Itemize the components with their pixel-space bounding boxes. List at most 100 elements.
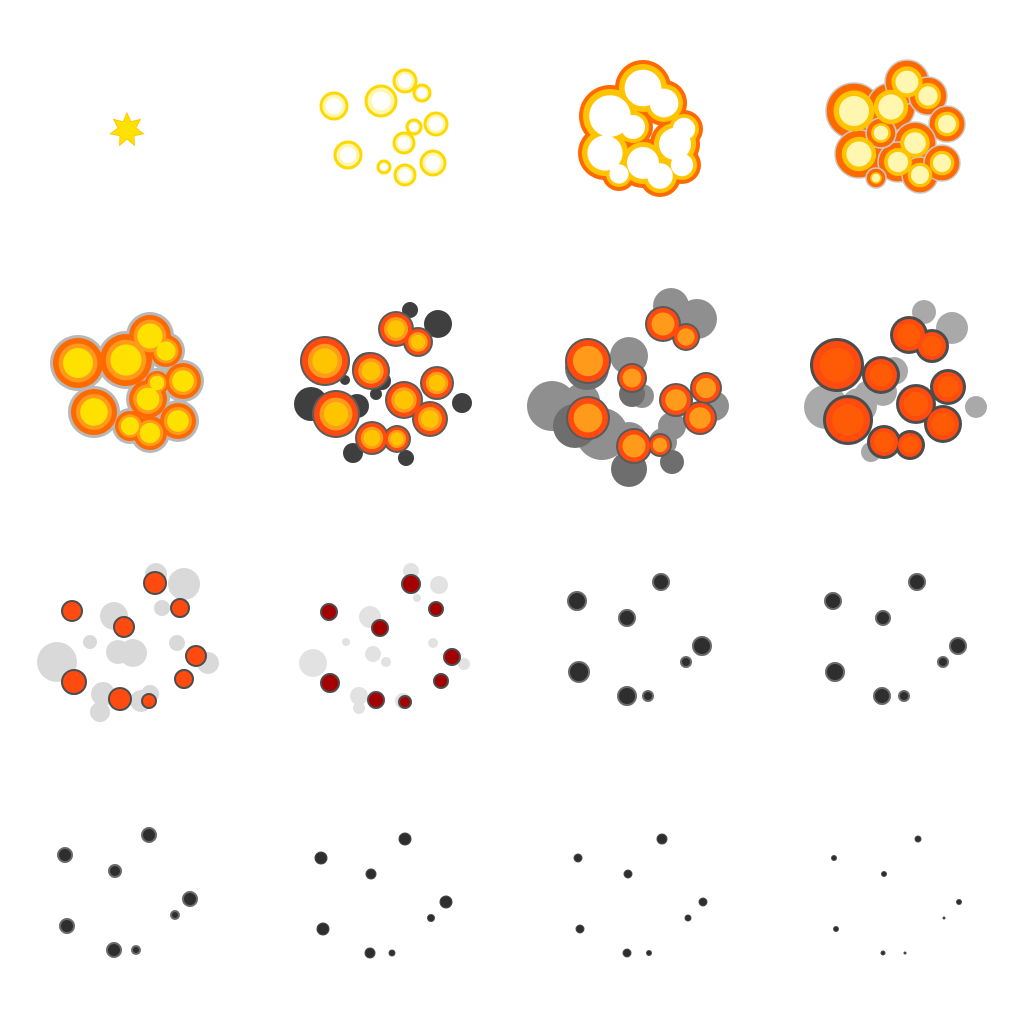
ash-particle: [623, 869, 633, 879]
ash-particle: [618, 609, 636, 627]
frame-canvas: [299, 563, 470, 714]
fireball-core: [572, 345, 604, 377]
smoke-puff: [343, 443, 363, 463]
ember: [61, 669, 87, 695]
fireball-core: [312, 348, 338, 374]
ash-particle: [388, 949, 396, 957]
ash-particle: [684, 914, 692, 922]
explosion-frame-4: [768, 0, 1024, 256]
fireball-core: [390, 432, 404, 446]
ash-particle: [365, 868, 377, 880]
ash-particle: [617, 686, 637, 706]
ember: [108, 687, 132, 711]
fireball-core: [933, 154, 951, 172]
ring-core: [398, 74, 412, 88]
smoke-puff: [413, 594, 421, 602]
ash-particle: [873, 687, 891, 705]
fireball-core: [659, 128, 691, 160]
frame-canvas: [567, 573, 712, 706]
fireball-core: [121, 417, 139, 435]
ring-core: [398, 168, 412, 182]
smoke-puff: [458, 658, 470, 670]
ash-particle: [567, 591, 587, 611]
smoke-puff: [965, 396, 987, 418]
frame-canvas: [314, 832, 453, 959]
fireball-core: [832, 404, 864, 436]
ash-particle: [364, 947, 376, 959]
spark-star: [109, 111, 145, 147]
ash-particle: [314, 851, 328, 865]
frame-canvas: [804, 300, 987, 462]
ash-particle: [949, 637, 967, 655]
fireball-core: [137, 323, 163, 349]
smoke-puff: [83, 635, 97, 649]
fireball-core: [937, 376, 959, 398]
fireball-core: [136, 387, 160, 411]
ash-particle: [692, 636, 712, 656]
smoke-puff: [370, 388, 382, 400]
ring-core: [409, 122, 419, 132]
ash-particle: [316, 922, 330, 936]
ash-particle: [131, 945, 141, 955]
ash-particle: [141, 827, 157, 843]
fireball-core: [651, 312, 675, 336]
ember: [61, 600, 83, 622]
ash-particle: [57, 847, 73, 863]
fireball-core: [387, 320, 405, 338]
fireball-core: [878, 94, 904, 120]
fireball-core: [156, 341, 176, 361]
ash-particle: [622, 948, 632, 958]
fireball-core: [887, 151, 909, 173]
ash-particle: [108, 864, 122, 878]
smoke-puff: [299, 649, 327, 677]
fireball-core: [921, 335, 943, 357]
frame-canvas: [831, 835, 962, 956]
fireball-core: [903, 391, 929, 417]
ash-particle: [942, 916, 946, 920]
ash-particle: [575, 924, 585, 934]
fireball-core: [172, 370, 194, 392]
fireball-core: [938, 115, 956, 133]
explosion-frame-14: [256, 768, 512, 1024]
ember: [443, 648, 461, 666]
explosion-frame-7: [512, 256, 768, 512]
fireball-core: [873, 125, 889, 141]
ash-particle: [439, 895, 453, 909]
ash-particle: [170, 910, 180, 920]
ash-particle: [880, 950, 886, 956]
smoke-puff: [452, 393, 472, 413]
fireball-core: [677, 328, 695, 346]
frame-canvas: [109, 111, 145, 147]
ember: [371, 619, 389, 637]
ring-core: [417, 88, 427, 98]
ember: [141, 693, 157, 709]
ring-core: [380, 163, 388, 171]
smoke-puff: [912, 300, 936, 324]
fireball-core: [622, 434, 646, 458]
frame-canvas: [573, 833, 708, 958]
ash-particle: [568, 661, 590, 683]
ash-particle: [59, 918, 75, 934]
explosion-frame-2: [256, 0, 512, 256]
ash-particle: [903, 951, 907, 955]
frame-canvas: [50, 312, 204, 453]
ring-core: [397, 136, 411, 150]
fireball-core: [621, 115, 645, 139]
ember: [320, 673, 340, 693]
frame-canvas: [37, 563, 219, 722]
ember: [401, 574, 421, 594]
fireball-core: [80, 398, 108, 426]
smoke-puff: [365, 646, 381, 662]
frame-canvas: [57, 827, 198, 958]
smoke-puff: [398, 450, 414, 466]
explosion-frame-1: [0, 0, 256, 256]
fireball-core: [918, 86, 938, 106]
fireball-core: [665, 389, 687, 411]
explosion-frame-16: [768, 768, 1024, 1024]
fireball-core: [363, 429, 381, 447]
fireball-core: [846, 141, 872, 167]
fireball-core: [573, 403, 603, 433]
ring-core: [425, 155, 441, 171]
ring-core: [371, 91, 391, 111]
